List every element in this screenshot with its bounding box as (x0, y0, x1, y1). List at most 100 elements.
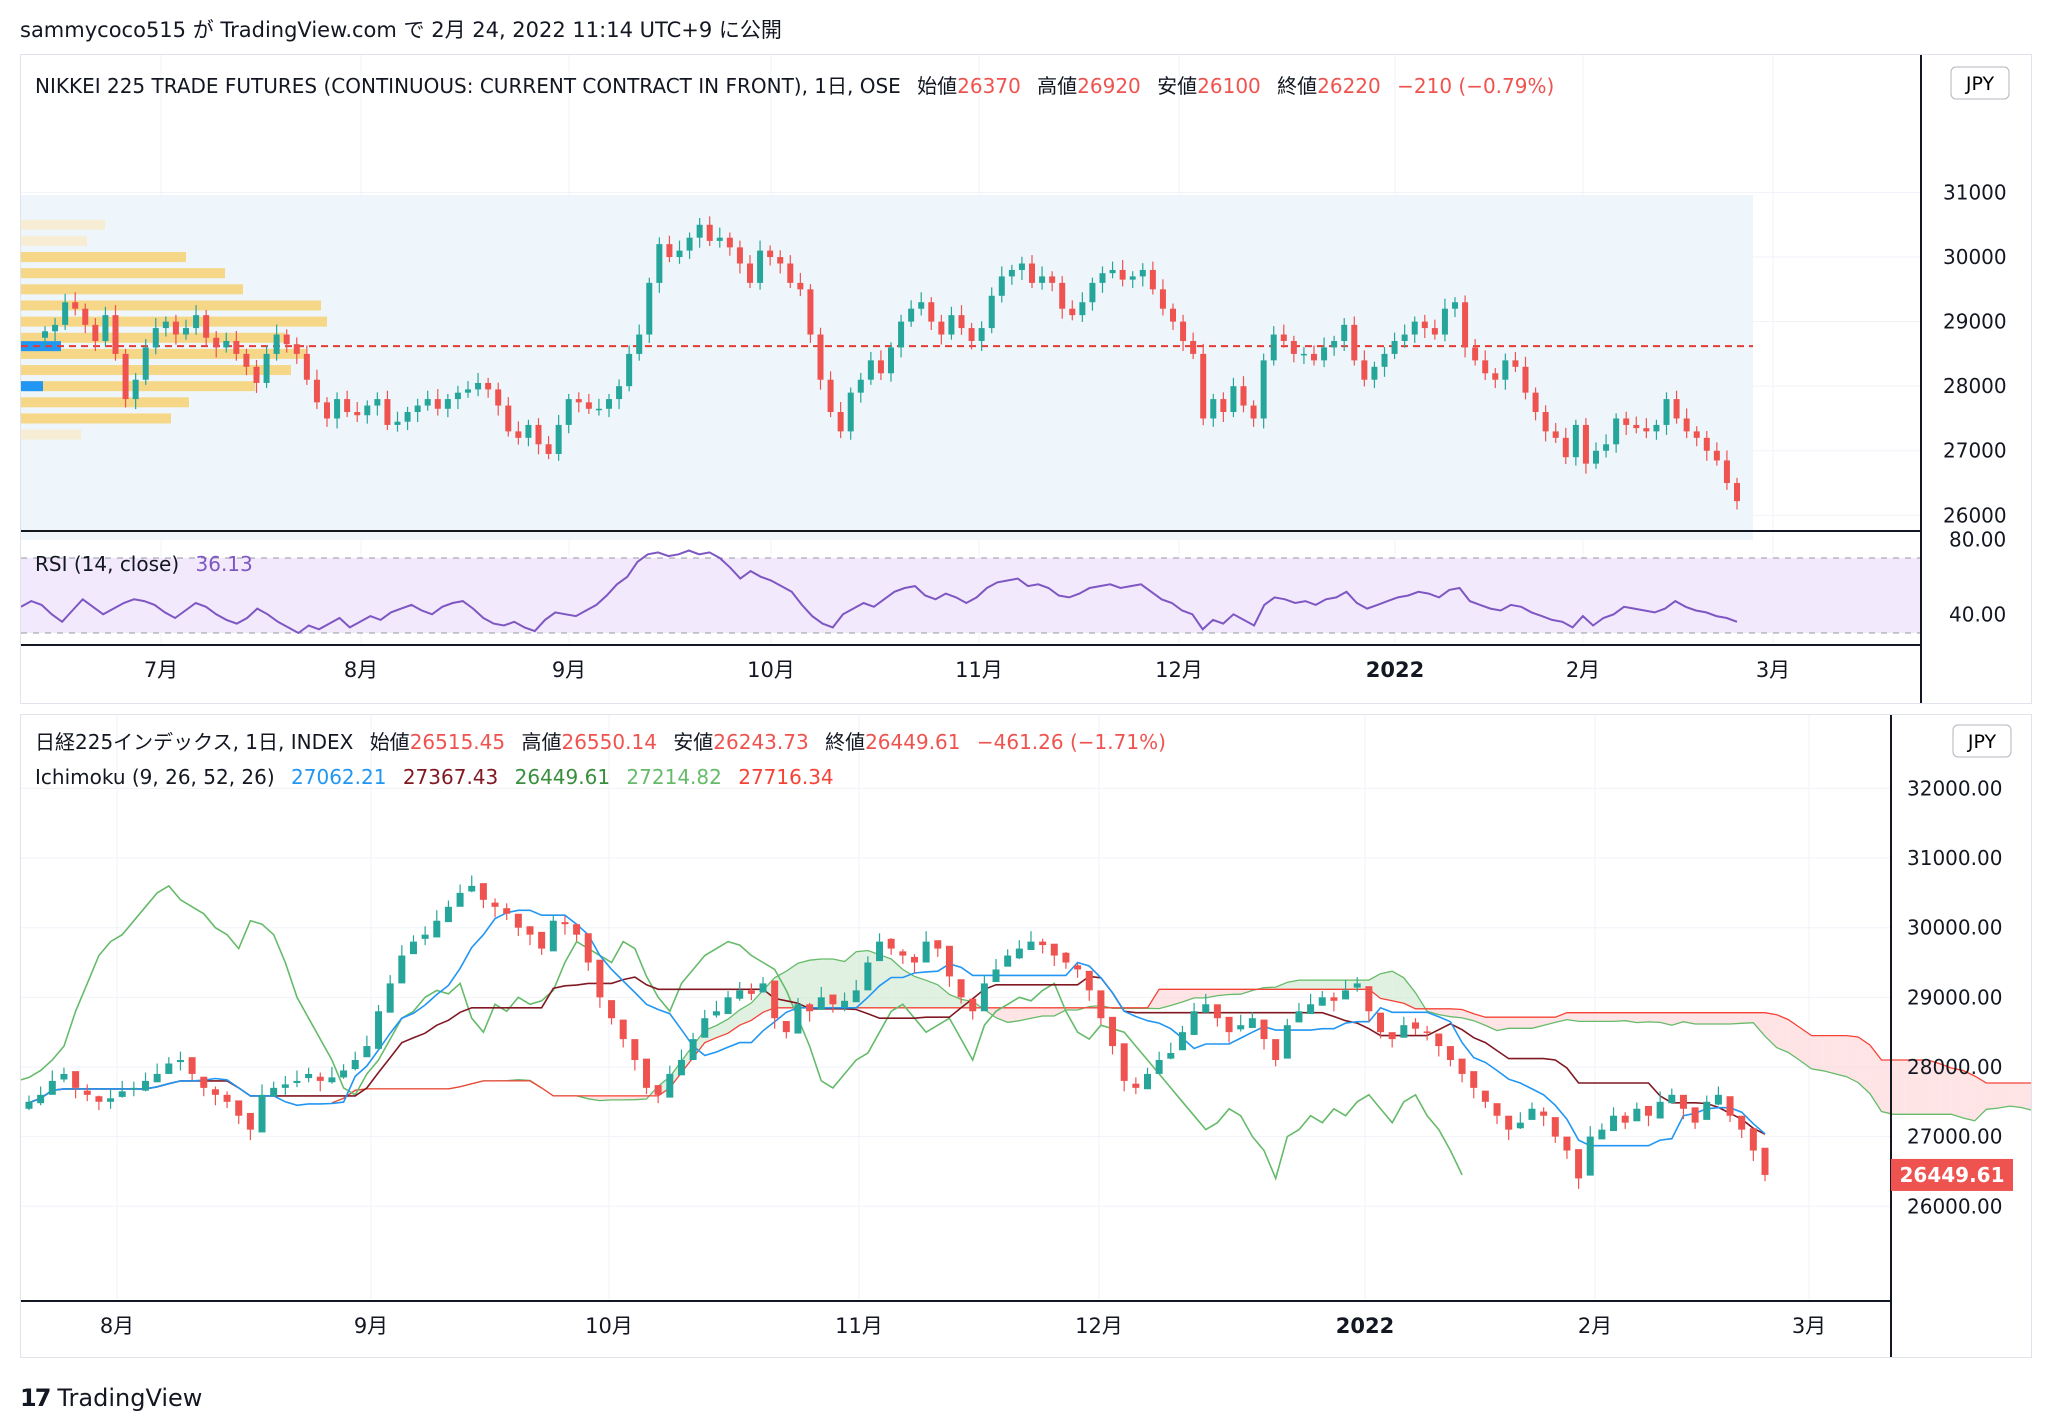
candle-body (877, 360, 884, 374)
candle-body (421, 934, 429, 939)
cloud-segment (1322, 980, 1334, 990)
volume-profile-bar (21, 413, 171, 424)
candle-body (1532, 392, 1539, 413)
candle-body (1714, 1094, 1722, 1105)
candle-body (1331, 340, 1338, 348)
cloud-segment (1380, 971, 1393, 1001)
candle-body (1015, 948, 1023, 959)
cloud-segment (1963, 1070, 1975, 1121)
candle-body (948, 315, 955, 335)
candle-body (281, 1084, 289, 1088)
time-tick-label: 9月 (552, 658, 586, 682)
cloud-segment (588, 1095, 600, 1101)
candle-body (456, 892, 464, 907)
futures-chart-svg[interactable]: 31000 30000 29000 28000 27000 26000 80.00 40.0… (20, 55, 2031, 703)
candle-body (1069, 308, 1076, 316)
candle-body (1170, 308, 1176, 322)
cloud-segment (1170, 989, 1183, 1006)
time-tick-label: 10月 (585, 1314, 633, 1338)
candle-body (1563, 1136, 1571, 1151)
cloud-segment (1974, 1076, 1987, 1121)
candle-body (82, 308, 89, 325)
candle-body (837, 412, 844, 432)
candle-body (1598, 1129, 1606, 1140)
candle-body (118, 1091, 126, 1097)
candle-body (549, 920, 557, 952)
cloud-segment (1194, 989, 1206, 998)
price-tick-label: 31000 (1943, 180, 2007, 204)
candle-body (656, 244, 663, 283)
candle-body (1062, 952, 1070, 963)
candle-body (479, 883, 487, 900)
cloud-segment (891, 959, 903, 1008)
cloud-segment (751, 990, 763, 1021)
currency-button[interactable] (1950, 66, 2010, 100)
candle-body (414, 405, 421, 413)
candle-body (1726, 1096, 1734, 1116)
candle-body (1441, 308, 1448, 335)
cloud-segment (1392, 971, 1404, 1004)
candle-body (1505, 1115, 1513, 1130)
candle-body (747, 263, 753, 283)
candle-body (253, 366, 260, 383)
candles (25, 875, 1769, 1189)
candle-body (827, 379, 834, 413)
candle-body (384, 399, 391, 425)
candle-body (945, 945, 953, 977)
candle-body (1200, 353, 1207, 419)
cloud-segment (1310, 980, 1323, 990)
candle-body (1377, 1012, 1385, 1033)
footer-brand[interactable]: 17 TradingView (20, 1384, 202, 1412)
currency-button[interactable] (1952, 724, 2012, 758)
candle-body (1097, 990, 1105, 1019)
futures-chart-panel[interactable]: 31000 30000 29000 28000 27000 26000 80.00 40.0… (20, 54, 2032, 704)
candle-body (434, 399, 441, 409)
candle-body (857, 379, 864, 393)
volume-profile-poc-bar (21, 341, 61, 352)
volume-profile-bar (21, 268, 225, 279)
candle-body (1703, 1101, 1711, 1120)
candle-body (1381, 353, 1388, 367)
time-tick-label: 9月 (354, 1314, 388, 1338)
cloud-segment (1846, 1035, 1859, 1083)
candle-body (899, 951, 907, 956)
candle-body (465, 389, 471, 393)
cloud-segment (1462, 1009, 1474, 1021)
legend-ichimoku: Ichimoku (9, 26, 52, 26) 27062.21 27367.… (35, 765, 834, 789)
candle-body (515, 431, 522, 438)
candle-body (898, 321, 905, 348)
time-tick-label: 8月 (100, 1314, 134, 1338)
cloud-segment (1497, 1017, 1509, 1031)
candle-body (841, 1000, 849, 1008)
senkou-span-b-line (331, 988, 2048, 1104)
index-chart-panel[interactable]: 32000.00 31000.00 30000.00 29000.00 28000.00… (0, 714, 2048, 1358)
candle-body (233, 340, 240, 354)
candle-body (1237, 1025, 1245, 1030)
candle-body (980, 983, 988, 1012)
candle-body (1492, 373, 1499, 380)
cloud-segment (1159, 989, 1171, 1009)
candle-body (316, 1076, 324, 1081)
candle-body (25, 1101, 33, 1109)
last-price-marker: 26449.61 (1891, 1158, 2013, 1191)
candle-body (1400, 1025, 1408, 1038)
cloud-segment (1450, 1008, 1463, 1018)
candle-body (666, 1073, 674, 1098)
index-chart-svg[interactable]: 32000.00 31000.00 30000.00 29000.00 28000.00… (0, 715, 2048, 1357)
candle-body (1202, 1004, 1210, 1013)
cloud-segment (1485, 1017, 1497, 1031)
cloud-segment (623, 1095, 635, 1100)
candle-body (1401, 334, 1408, 341)
candle-body (1365, 986, 1373, 1012)
cloud-segment (1566, 1012, 1579, 1022)
candle-body (1132, 1083, 1140, 1088)
cloud-segment (1706, 1012, 1719, 1024)
cloud-segment (1636, 1012, 1649, 1023)
candle-body (1240, 386, 1247, 406)
candle-body (183, 328, 189, 335)
candle-body (1149, 269, 1156, 290)
candle-body (938, 321, 945, 335)
candle-body (701, 1018, 709, 1038)
candle-body (404, 412, 411, 422)
candle-body (283, 334, 290, 345)
